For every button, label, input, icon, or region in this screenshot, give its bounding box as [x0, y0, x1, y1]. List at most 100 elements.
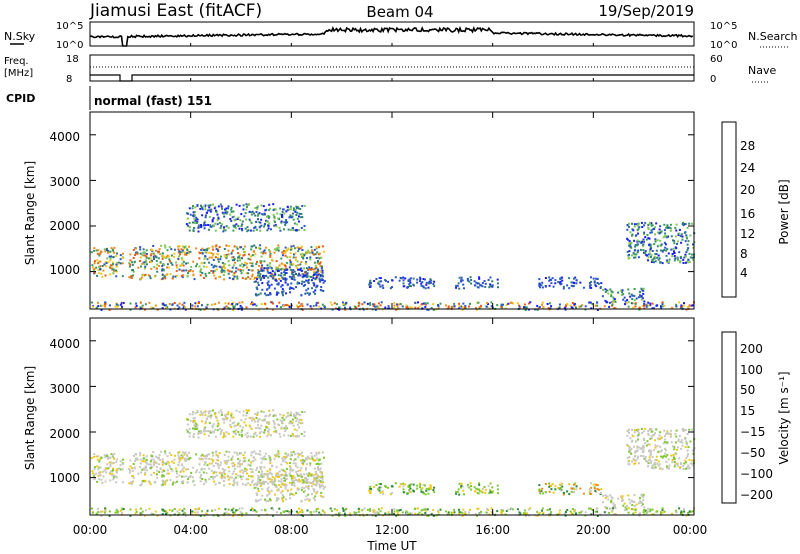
- power-cell: [212, 259, 215, 261]
- power-cell: [151, 248, 154, 251]
- velocity-cell: [278, 432, 281, 435]
- velocity-cell: [298, 418, 301, 421]
- power-cell: [144, 308, 146, 311]
- power-cell: [239, 219, 242, 222]
- velocity-cell: [99, 510, 102, 513]
- velocity-cell: [303, 410, 306, 413]
- velocity-cell: [596, 510, 599, 513]
- power-cell: [635, 297, 638, 300]
- power-cell: [181, 251, 184, 254]
- power-cell: [662, 236, 665, 239]
- velocity-cell: [293, 459, 295, 462]
- velocity-cell: [276, 476, 279, 479]
- power-cell: [672, 247, 675, 250]
- power-cell: [230, 210, 233, 213]
- power-cell: [478, 276, 481, 279]
- velocity-cell: [276, 454, 279, 457]
- velocity-cell: [266, 421, 269, 424]
- velocity-cell: [283, 434, 285, 437]
- power-cell: [297, 250, 300, 253]
- power-cell: [192, 205, 194, 207]
- velocity-cell: [369, 492, 372, 494]
- velocity-cell: [107, 457, 109, 460]
- velocity-cell: [633, 429, 636, 432]
- power-cell: [209, 224, 212, 227]
- power-cell: [269, 265, 271, 268]
- velocity-cell: [302, 481, 305, 484]
- power-cell: [167, 266, 170, 269]
- power-cell: [116, 252, 118, 255]
- power-cell: [315, 257, 318, 259]
- velocity-cell: [204, 410, 207, 413]
- power-cell: [368, 283, 371, 286]
- power-cell: [296, 260, 299, 263]
- power-cell: [284, 265, 287, 268]
- velocity-cell: [178, 451, 181, 454]
- velocity-cell: [130, 481, 133, 484]
- velocity-cell: [554, 488, 557, 491]
- power-cell: [164, 244, 167, 247]
- power-cell: [161, 268, 164, 271]
- velocity-cell: [558, 509, 561, 512]
- velocity-cell: [409, 483, 412, 486]
- power-cell: [677, 232, 680, 235]
- power-cell: [269, 271, 272, 274]
- power-cell: [651, 307, 654, 310]
- velocity-cell: [654, 466, 657, 469]
- velocity-cell: [230, 414, 233, 417]
- power-cell: [204, 251, 207, 254]
- velocity-cell: [315, 452, 318, 455]
- velocity-cell: [192, 417, 195, 420]
- velocity-cell: [208, 415, 211, 418]
- velocity-cell: [207, 434, 210, 437]
- velocity-cell: [269, 458, 272, 461]
- velocity-cell: [121, 468, 124, 471]
- velocity-cell: [651, 513, 654, 516]
- velocity-cell: [225, 460, 228, 462]
- power-cell: [314, 292, 316, 295]
- velocity-cell: [270, 489, 273, 492]
- power-cell: [91, 305, 94, 308]
- velocity-cell: [189, 476, 192, 479]
- power-cell: [267, 294, 270, 296]
- power-cell: [248, 218, 251, 221]
- velocity-cell: [641, 432, 644, 434]
- power-cell: [263, 225, 266, 228]
- power-cell: [263, 249, 266, 252]
- power-cell: [301, 254, 304, 257]
- power-cell: [284, 251, 287, 254]
- velocity-cell: [187, 468, 189, 471]
- power-cell: [651, 302, 654, 305]
- power-cell: [217, 250, 220, 252]
- power-cell: [669, 223, 672, 226]
- nsky-tick-top: 10^5: [56, 21, 83, 32]
- velocity-cell: [384, 485, 387, 488]
- velocity-cell: [136, 457, 139, 460]
- velocity-cell: [232, 470, 235, 473]
- velocity-cell: [453, 508, 456, 511]
- power-cell: [621, 289, 624, 292]
- power-cell: [299, 207, 302, 210]
- power-cell: [130, 276, 133, 279]
- velocity-cell: [270, 478, 273, 481]
- power-cell: [283, 271, 286, 274]
- velocity-cbar-tick-200: 200: [740, 342, 763, 356]
- power-cell: [287, 228, 290, 231]
- velocity-cell: [214, 483, 217, 486]
- power-cell: [606, 301, 609, 304]
- velocity-cell: [574, 482, 577, 485]
- velocity-cell: [308, 473, 311, 476]
- velocity-cell: [575, 485, 578, 488]
- velocity-cell: [233, 478, 236, 480]
- velocity-cell: [267, 489, 269, 492]
- freq-trace: [90, 74, 694, 82]
- velocity-cell: [408, 490, 411, 493]
- velocity-cell: [665, 441, 668, 444]
- velocity-cell: [287, 489, 289, 492]
- power-cell: [673, 239, 676, 242]
- velocity-cell: [632, 508, 635, 511]
- velocity-cell: [217, 464, 220, 467]
- velocity-cbar-tick-100: 100: [740, 363, 763, 377]
- velocity-cell: [450, 511, 453, 514]
- velocity-cell: [285, 416, 288, 419]
